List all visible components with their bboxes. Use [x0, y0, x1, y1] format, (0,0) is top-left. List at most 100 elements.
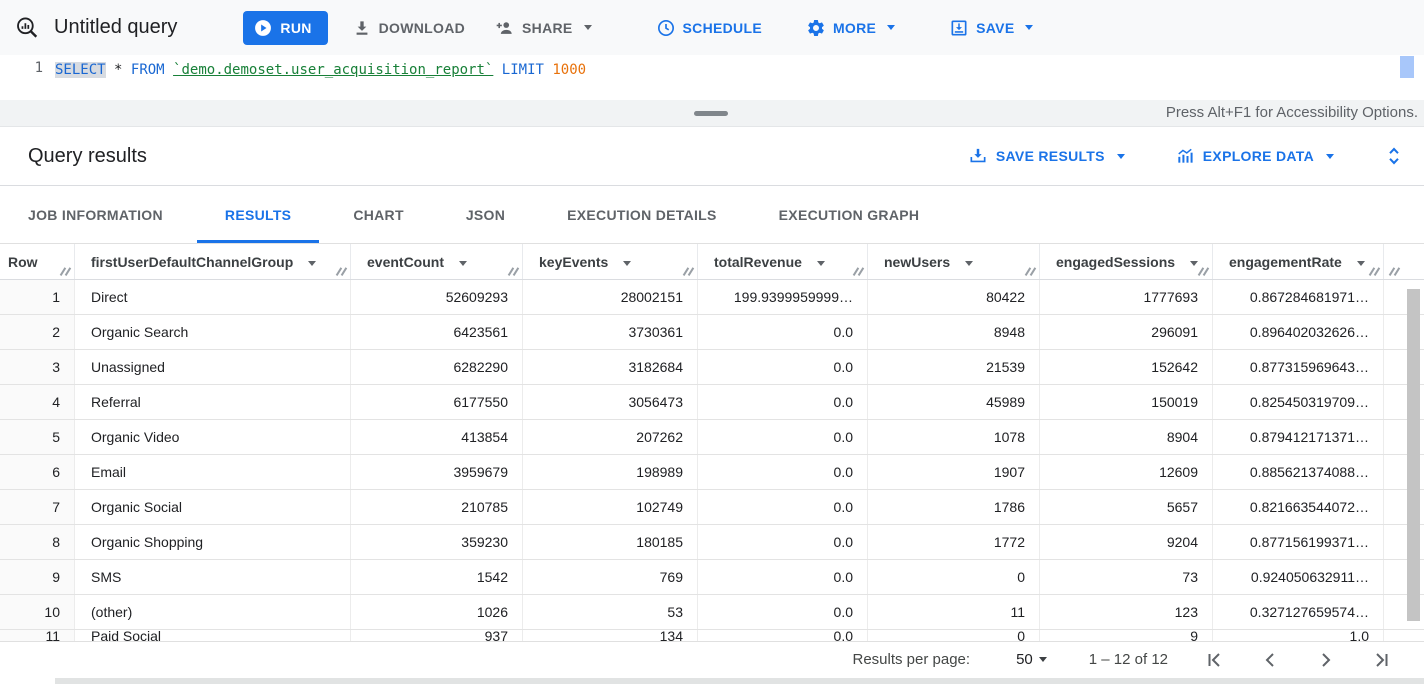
tab-execution-graph[interactable]: EXECUTION GRAPH: [751, 186, 948, 243]
column-resize-handle[interactable]: [1025, 267, 1036, 277]
cell-Row: 6: [0, 455, 75, 489]
tab-results[interactable]: RESULTS: [196, 186, 320, 243]
table-row: 8 Organic Shopping 359230 180185 0.0 1772 9204…: [0, 525, 1424, 560]
more-button[interactable]: MORE: [802, 12, 899, 44]
prev-page-icon: [1258, 648, 1282, 672]
column-resize-handle[interactable]: [1369, 267, 1380, 277]
cell-eventCount: 3959679: [351, 455, 523, 489]
last-page-button[interactable]: [1370, 648, 1394, 672]
column-label: keyEvents: [539, 253, 609, 270]
code-token: SELECT: [55, 62, 106, 78]
expand-icon: [1382, 144, 1406, 168]
share-button[interactable]: SHARE: [491, 12, 596, 44]
save-results-icon: [968, 146, 988, 166]
code-token: [493, 62, 501, 78]
column-header-engagedSessions[interactable]: engagedSessions: [1040, 244, 1213, 279]
column-label: Row: [8, 253, 38, 270]
column-dropdown-icon[interactable]: [1356, 260, 1365, 266]
cell-totalRevenue: 199.9399959999…: [698, 280, 868, 314]
cell-engagedSessions: 73: [1040, 560, 1213, 594]
tab-label: EXECUTION GRAPH: [778, 206, 920, 223]
next-page-button[interactable]: [1314, 648, 1338, 672]
cell-engagedSessions: 296091: [1040, 315, 1213, 349]
cell-totalRevenue: 0.0: [698, 490, 868, 524]
column-header-eventCount[interactable]: eventCount: [351, 244, 523, 279]
cell-keyEvents: 134: [523, 630, 698, 641]
column-resize-handle[interactable]: [336, 267, 347, 277]
column-header-firstUserDefaultChannelGroup[interactable]: firstUserDefaultChannelGroup: [75, 244, 351, 279]
horizontal-scrollbar[interactable]: [0, 677, 1424, 685]
table-body: 1 Direct 52609293 28002151 199.9399959999… 80…: [0, 280, 1424, 641]
tab-job-information[interactable]: JOB INFORMATION: [0, 186, 191, 243]
cell-keyEvents: 198989: [523, 455, 698, 489]
cell-engagedSessions: 9204: [1040, 525, 1213, 559]
cell-newUsers: 0: [868, 560, 1040, 594]
page-size-caret-icon: [1038, 657, 1047, 662]
schedule-icon: [656, 18, 676, 38]
explore-data-button[interactable]: EXPLORE DATA: [1171, 142, 1338, 170]
first-page-button[interactable]: [1202, 648, 1226, 672]
cell-Row: 7: [0, 490, 75, 524]
schedule-label: SCHEDULE: [682, 19, 762, 36]
results-actions: SAVE RESULTS EXPLORE DATA: [964, 142, 1408, 170]
last-page-icon: [1370, 648, 1394, 672]
column-resize-handle[interactable]: [1198, 267, 1209, 277]
column-resize-handle[interactable]: [60, 267, 71, 277]
column-dropdown-icon[interactable]: [1190, 260, 1199, 266]
cell-firstUserDefaultChannelGroup: Referral: [75, 385, 351, 419]
column-resize-handle[interactable]: [508, 267, 519, 277]
cell-totalRevenue: 0.0: [698, 595, 868, 629]
column-dropdown-icon[interactable]: [623, 260, 632, 266]
cell-firstUserDefaultChannelGroup: Unassigned: [75, 350, 351, 384]
code-line[interactable]: SELECT * FROM `demo.demoset.user_acquisi…: [55, 55, 586, 100]
cell-keyEvents: 180185: [523, 525, 698, 559]
explore-data-label: EXPLORE DATA: [1202, 148, 1314, 164]
cell-newUsers: 80422: [868, 280, 1040, 314]
tab-label: JOB INFORMATION: [28, 206, 163, 223]
tab-label: EXECUTION DETAILS: [567, 206, 717, 223]
cell-firstUserDefaultChannelGroup: Email: [75, 455, 351, 489]
prev-page-button[interactable]: [1258, 648, 1282, 672]
page-size-dropdown[interactable]: 50: [1014, 649, 1049, 670]
cell-newUsers: 1786: [868, 490, 1040, 524]
cell-Row: 3: [0, 350, 75, 384]
query-title: Untitled query: [54, 16, 178, 38]
download-button[interactable]: DOWNLOAD: [348, 12, 469, 44]
query-toolbar: Untitled query RUN DOWNLOAD SHARE SCHEDU…: [0, 0, 1424, 55]
save-icon: [949, 18, 969, 38]
run-button[interactable]: RUN: [243, 10, 328, 45]
tab-execution-details[interactable]: EXECUTION DETAILS: [539, 186, 745, 243]
cell-newUsers: 8948: [868, 315, 1040, 349]
accessibility-hint: Press Alt+F1 for Accessibility Options.: [1165, 104, 1418, 121]
sql-editor[interactable]: 1 SELECT * FROM `demo.demoset.user_acqui…: [0, 55, 1424, 100]
cell-newUsers: 11: [868, 595, 1040, 629]
column-dropdown-icon[interactable]: [459, 260, 467, 266]
column-dropdown-icon[interactable]: [308, 260, 317, 266]
column-header-engagementRate[interactable]: engagementRate: [1213, 244, 1384, 279]
column-dropdown-icon[interactable]: [816, 260, 825, 266]
panel-resize-handle[interactable]: [694, 111, 728, 116]
horizontal-scrollbar-thumb[interactable]: [55, 678, 1424, 684]
column-resize-handle[interactable]: [683, 267, 694, 277]
tab-json[interactable]: JSON: [438, 186, 533, 243]
column-resize-handle[interactable]: [853, 267, 864, 277]
save-button[interactable]: SAVE: [945, 12, 1037, 44]
code-token: LIMIT: [501, 62, 544, 78]
column-header-newUsers[interactable]: newUsers: [868, 244, 1040, 279]
column-resize-handle[interactable]: [1389, 267, 1400, 277]
save-results-button[interactable]: SAVE RESULTS: [964, 142, 1129, 170]
schedule-button[interactable]: SCHEDULE: [652, 12, 766, 44]
cell-firstUserDefaultChannelGroup: (other): [75, 595, 351, 629]
code-token: [122, 62, 130, 78]
code-token: FROM: [130, 62, 165, 78]
editor-scrollbar-thumb[interactable]: [1400, 56, 1414, 78]
column-header-keyEvents[interactable]: keyEvents: [523, 244, 698, 279]
vertical-scrollbar-thumb[interactable]: [1407, 289, 1420, 621]
more-dropdown-icon: [887, 25, 896, 30]
table-row: 7 Organic Social 210785 102749 0.0 1786 5657 0.…: [0, 490, 1424, 525]
column-dropdown-icon[interactable]: [965, 260, 974, 266]
tab-chart[interactable]: CHART: [325, 186, 432, 243]
column-header-totalRevenue[interactable]: totalRevenue: [698, 244, 868, 279]
play-icon: [253, 18, 273, 38]
expand-results-button[interactable]: [1380, 142, 1408, 170]
